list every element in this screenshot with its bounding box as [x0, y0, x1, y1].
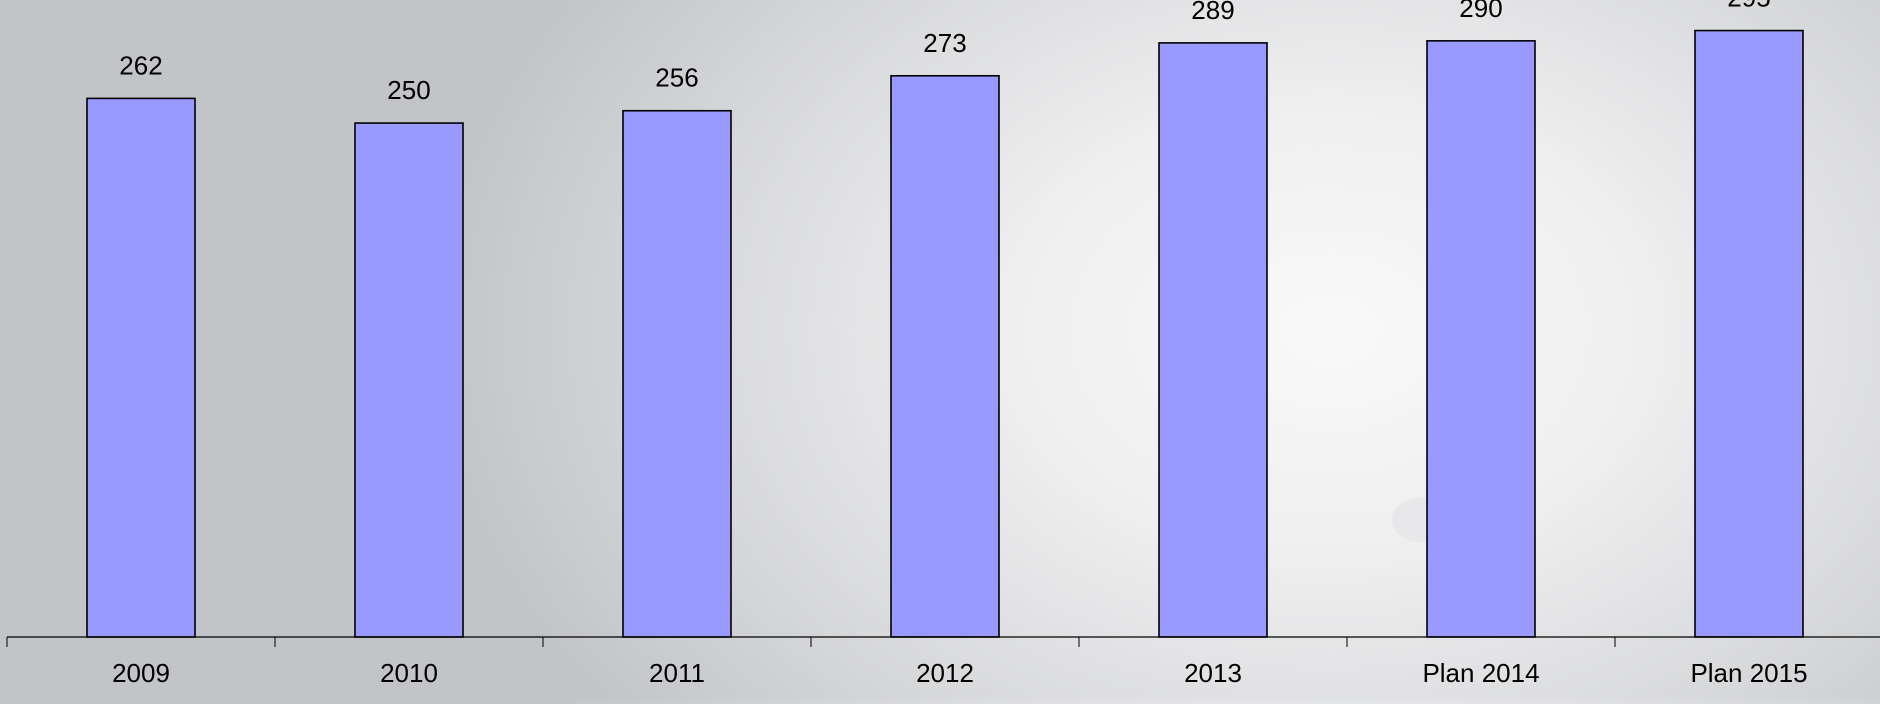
- data-label: 273: [923, 28, 966, 58]
- data-label: 290: [1459, 0, 1502, 23]
- bar-2012: [890, 74, 1000, 638]
- data-label: 256: [655, 63, 698, 93]
- bar-plan-2015: [1694, 29, 1804, 638]
- x-tick-label: 2013: [1184, 658, 1242, 688]
- data-label: 295: [1727, 0, 1770, 13]
- x-tick-label: 2012: [916, 658, 974, 688]
- data-label: 289: [1191, 0, 1234, 25]
- bars-layer: [86, 29, 1804, 638]
- bar-2011: [622, 109, 732, 638]
- bar-2009: [86, 97, 196, 638]
- x-tick-label: 2010: [380, 658, 438, 688]
- x-tick-label: Plan 2015: [1690, 658, 1807, 688]
- x-tick-label: Plan 2014: [1422, 658, 1539, 688]
- data-labels-layer: 262 250 256 273 289 290 295: [119, 0, 1770, 105]
- bar-2013: [1158, 42, 1268, 638]
- x-axis: 2009 2010 2011 2012 2013 Plan 2014 Plan 2015: [6, 636, 1880, 688]
- x-tick-label: 2011: [649, 658, 705, 688]
- bar-plan-2014: [1426, 40, 1536, 638]
- data-label: 250: [387, 75, 430, 105]
- bar-2010: [354, 122, 464, 638]
- data-label: 262: [119, 50, 162, 80]
- x-tick-label: 2009: [112, 658, 170, 688]
